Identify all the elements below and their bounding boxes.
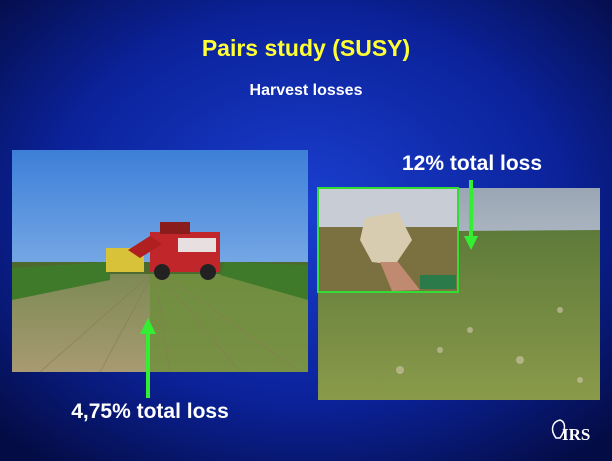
right-arrow <box>464 180 478 250</box>
field-photo <box>317 187 600 400</box>
left-label: 4,75% total loss <box>71 400 229 423</box>
logo-text: IRS <box>562 425 590 444</box>
slide-title: Pairs study (SUSY) <box>202 35 410 61</box>
right-label: 12% total loss <box>402 152 542 175</box>
left-arrow <box>140 318 156 398</box>
harvester-photo <box>12 150 308 373</box>
slide-subtitle: Harvest losses <box>250 82 363 99</box>
logo: IRS <box>551 419 590 444</box>
